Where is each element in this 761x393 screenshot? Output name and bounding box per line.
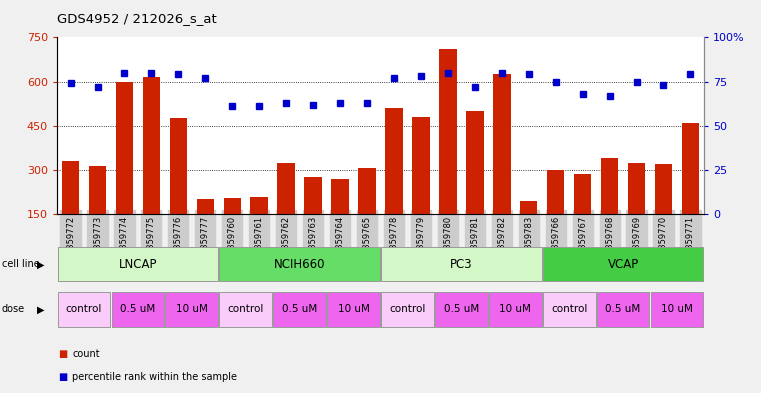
Bar xyxy=(196,199,214,259)
Bar xyxy=(116,81,133,259)
Bar xyxy=(543,247,703,281)
Bar xyxy=(331,179,349,259)
Text: 10 uM: 10 uM xyxy=(338,305,370,314)
Bar xyxy=(278,163,295,259)
Bar xyxy=(651,292,703,327)
Bar xyxy=(520,201,537,259)
Bar xyxy=(273,292,326,327)
Text: LNCAP: LNCAP xyxy=(119,258,158,271)
Bar xyxy=(682,123,699,259)
Bar xyxy=(601,158,619,259)
Text: ▶: ▶ xyxy=(37,305,44,314)
Bar xyxy=(381,292,434,327)
Bar xyxy=(412,117,430,259)
Text: dose: dose xyxy=(2,305,24,314)
Bar xyxy=(597,292,649,327)
Bar xyxy=(435,292,488,327)
Text: control: control xyxy=(390,305,425,314)
Bar xyxy=(654,164,672,259)
Bar xyxy=(89,165,107,259)
Bar xyxy=(381,247,542,281)
Text: ▶: ▶ xyxy=(37,259,44,269)
Bar xyxy=(112,292,164,327)
Bar xyxy=(543,292,596,327)
Text: count: count xyxy=(72,349,100,359)
Text: 0.5 uM: 0.5 uM xyxy=(606,305,641,314)
Text: ■: ■ xyxy=(59,349,68,359)
Text: control: control xyxy=(228,305,264,314)
Bar xyxy=(304,177,322,259)
Bar xyxy=(58,292,110,327)
Bar xyxy=(493,74,511,259)
Text: 10 uM: 10 uM xyxy=(176,305,208,314)
Bar xyxy=(439,49,457,259)
Bar xyxy=(358,169,376,259)
Bar xyxy=(628,163,645,259)
Text: cell line: cell line xyxy=(2,259,40,269)
Bar xyxy=(58,247,218,281)
Bar xyxy=(62,161,79,259)
Text: control: control xyxy=(66,305,102,314)
Bar xyxy=(219,247,380,281)
Bar xyxy=(574,174,591,259)
Bar xyxy=(466,111,483,259)
Text: ■: ■ xyxy=(59,372,68,382)
Bar xyxy=(250,196,268,259)
Text: 0.5 uM: 0.5 uM xyxy=(282,305,317,314)
Text: control: control xyxy=(551,305,587,314)
Bar xyxy=(142,77,160,259)
Text: 10 uM: 10 uM xyxy=(499,305,531,314)
Bar xyxy=(219,292,272,327)
Text: 0.5 uM: 0.5 uM xyxy=(444,305,479,314)
Text: 10 uM: 10 uM xyxy=(661,305,693,314)
Text: 0.5 uM: 0.5 uM xyxy=(120,305,155,314)
Bar xyxy=(489,292,542,327)
Text: NCIH660: NCIH660 xyxy=(274,258,326,271)
Bar xyxy=(385,108,403,259)
Bar xyxy=(165,292,218,327)
Bar xyxy=(170,118,187,259)
Bar xyxy=(327,292,380,327)
Bar xyxy=(224,198,241,259)
Text: GDS4952 / 212026_s_at: GDS4952 / 212026_s_at xyxy=(57,12,217,25)
Text: PC3: PC3 xyxy=(450,258,473,271)
Text: VCAP: VCAP xyxy=(607,258,638,271)
Bar xyxy=(547,170,565,259)
Text: percentile rank within the sample: percentile rank within the sample xyxy=(72,372,237,382)
